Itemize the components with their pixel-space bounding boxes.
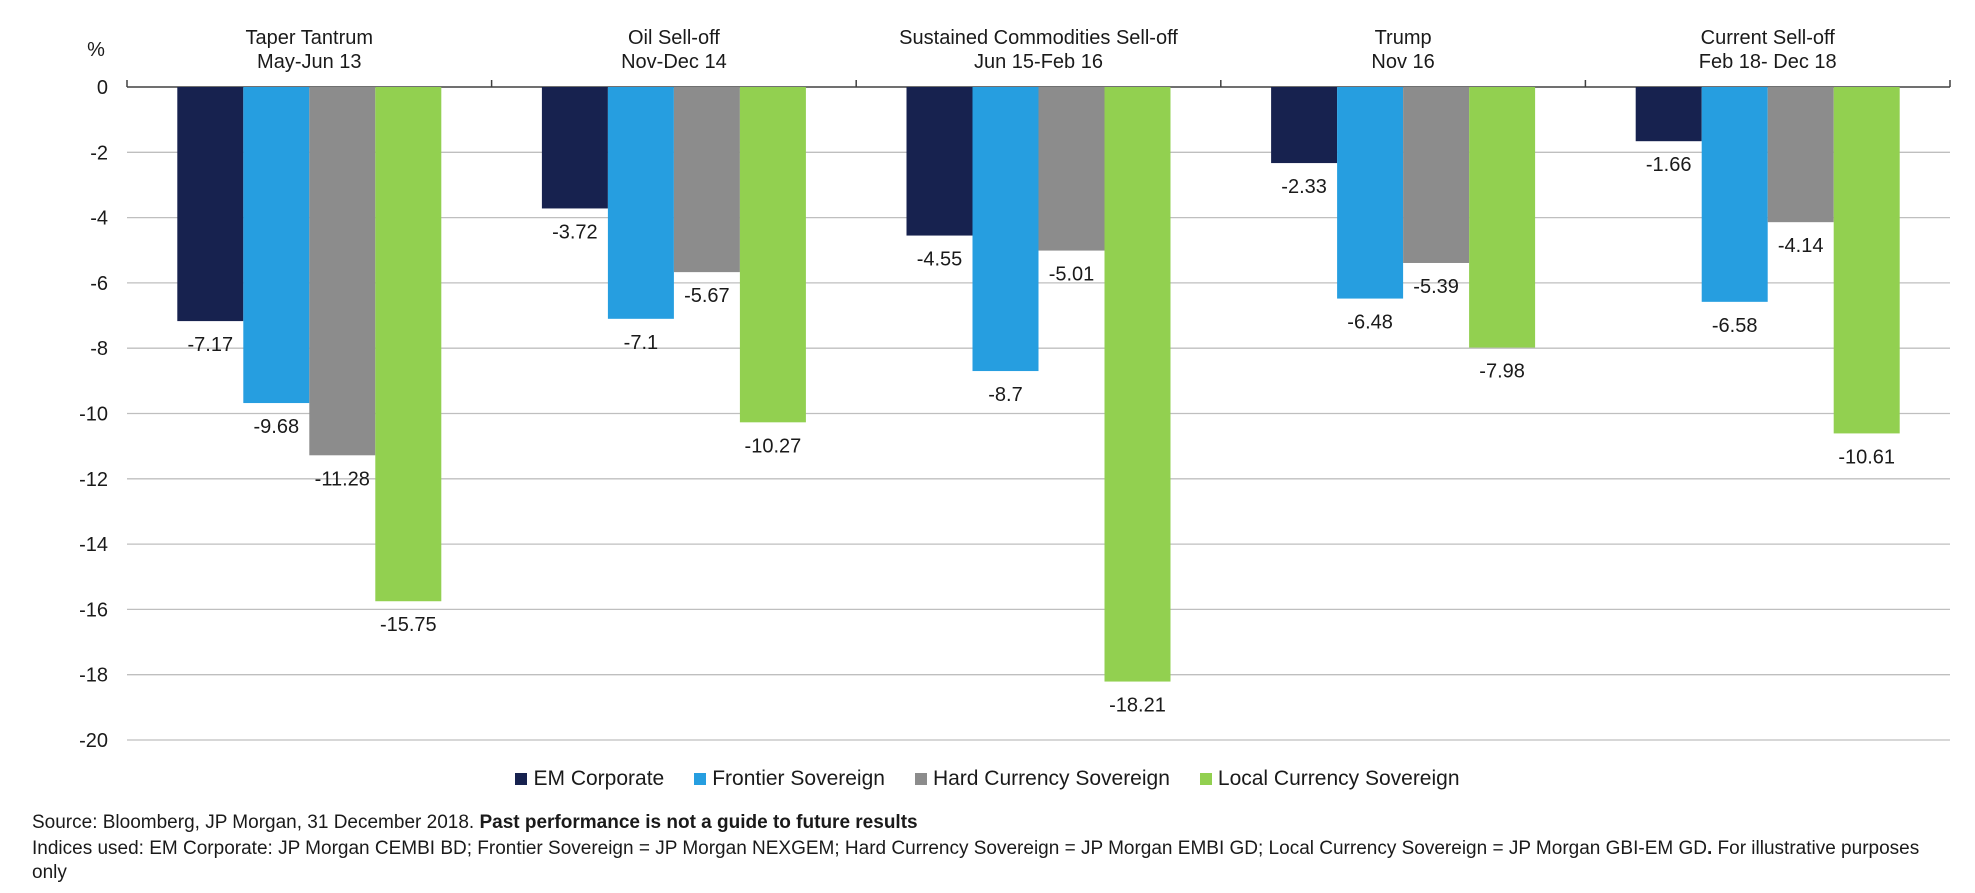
legend-swatch: [515, 773, 528, 785]
data-label: -10.61: [1838, 446, 1895, 468]
data-label: -6.48: [1347, 312, 1393, 334]
indices-period: .: [1706, 838, 1713, 859]
data-label: -1.66: [1646, 154, 1692, 176]
legend-label: Frontier Sovereign: [712, 767, 885, 790]
legend-label: Hard Currency Sovereign: [932, 767, 1170, 790]
category-label: Trump Nov 16: [1371, 27, 1434, 73]
bar: [1635, 87, 1702, 142]
chart-legend: EM Corporate Frontier Sovereign Hard Curre…: [0, 766, 1975, 792]
y-tick-label: -2: [90, 142, 108, 164]
legend-swatch: [694, 773, 707, 785]
bar: [906, 87, 973, 236]
category-label: Oil Sell-off Nov-Dec 14: [621, 27, 727, 73]
data-label: -7.17: [188, 334, 234, 356]
legend-item: Hard Currency Sovereign: [914, 767, 1170, 791]
y-tick-label: -14: [79, 534, 108, 556]
source-text: Source: Bloomberg, JP Morgan, 31 Decembe…: [32, 812, 480, 833]
indices-note: Indices used: EM Corporate: JP Morgan CE…: [32, 837, 1952, 885]
bar: [375, 87, 442, 602]
data-label: -7.1: [624, 332, 658, 354]
indices-text: Indices used: EM Corporate: JP Morgan CE…: [32, 838, 1707, 859]
data-label: -8.7: [988, 384, 1022, 406]
bar: [541, 87, 608, 209]
data-label: -5.01: [1049, 264, 1095, 286]
y-tick-label: -16: [79, 599, 108, 621]
bar: [739, 87, 806, 423]
y-tick-label: -4: [90, 208, 108, 230]
category-label: Taper Tantrum May-Jun 13: [246, 27, 373, 73]
legend-item: Local Currency Sovereign: [1199, 767, 1460, 791]
legend-swatch: [1199, 773, 1212, 785]
y-tick-label: -18: [79, 665, 108, 687]
bar: [309, 87, 376, 456]
bar: [243, 87, 310, 404]
category-label: Current Sell-off Feb 18- Dec 18: [1699, 27, 1837, 73]
legend-item: EM Corporate: [515, 767, 664, 791]
data-label: -15.75: [380, 614, 437, 636]
legend-label: EM Corporate: [533, 767, 665, 790]
data-label: -3.72: [552, 221, 598, 243]
data-label: -2.33: [1281, 176, 1327, 198]
data-label: -9.68: [254, 416, 300, 438]
y-tick-label: 0: [97, 77, 108, 99]
data-label: -10.27: [745, 435, 802, 457]
data-label: -4.55: [917, 249, 963, 271]
data-label: -7.98: [1479, 361, 1525, 383]
bar: [1701, 87, 1768, 302]
y-tick-label: -12: [79, 469, 108, 491]
bar: [1469, 87, 1536, 348]
y-tick-label: -20: [79, 730, 108, 752]
legend-swatch: [914, 773, 927, 785]
bar: [972, 87, 1039, 372]
data-label: -18.21: [1109, 695, 1166, 717]
bar: [177, 87, 244, 322]
data-label: -11.28: [315, 468, 370, 490]
y-tick-label: -10: [79, 404, 108, 426]
bar: [1038, 87, 1105, 251]
source-note: Source: Bloomberg, JP Morgan, 31 Decembe…: [32, 811, 1952, 835]
y-tick-label: -6: [90, 273, 108, 295]
bar: [1104, 87, 1171, 682]
bar: [1271, 87, 1338, 164]
bar: [607, 87, 674, 319]
legend-label: Local Currency Sovereign: [1217, 767, 1460, 790]
legend-item: Frontier Sovereign: [694, 767, 885, 791]
bar: [673, 87, 740, 273]
disclaimer-text: Past performance is not a guide to futur…: [479, 812, 918, 833]
bar: [1833, 87, 1900, 434]
illustrative-text: For illustrative purposes only: [32, 838, 1920, 883]
data-label: -6.58: [1712, 315, 1758, 337]
category-label: Sustained Commodities Sell-off Jun 15-Feb…: [899, 27, 1178, 73]
bar: [1337, 87, 1404, 299]
data-label: -5.39: [1413, 276, 1459, 298]
bar: [1767, 87, 1834, 223]
y-axis-label: %: [87, 39, 105, 61]
y-tick-label: -8: [90, 338, 108, 360]
bar-chart: 0 -2 -4 -6 -8 -10 -12 -14 -16 -18 -20% Taper Tantru…: [79, 27, 1951, 752]
data-label: -5.67: [684, 285, 730, 307]
data-label: -4.14: [1778, 235, 1824, 257]
bar: [1403, 87, 1470, 263]
